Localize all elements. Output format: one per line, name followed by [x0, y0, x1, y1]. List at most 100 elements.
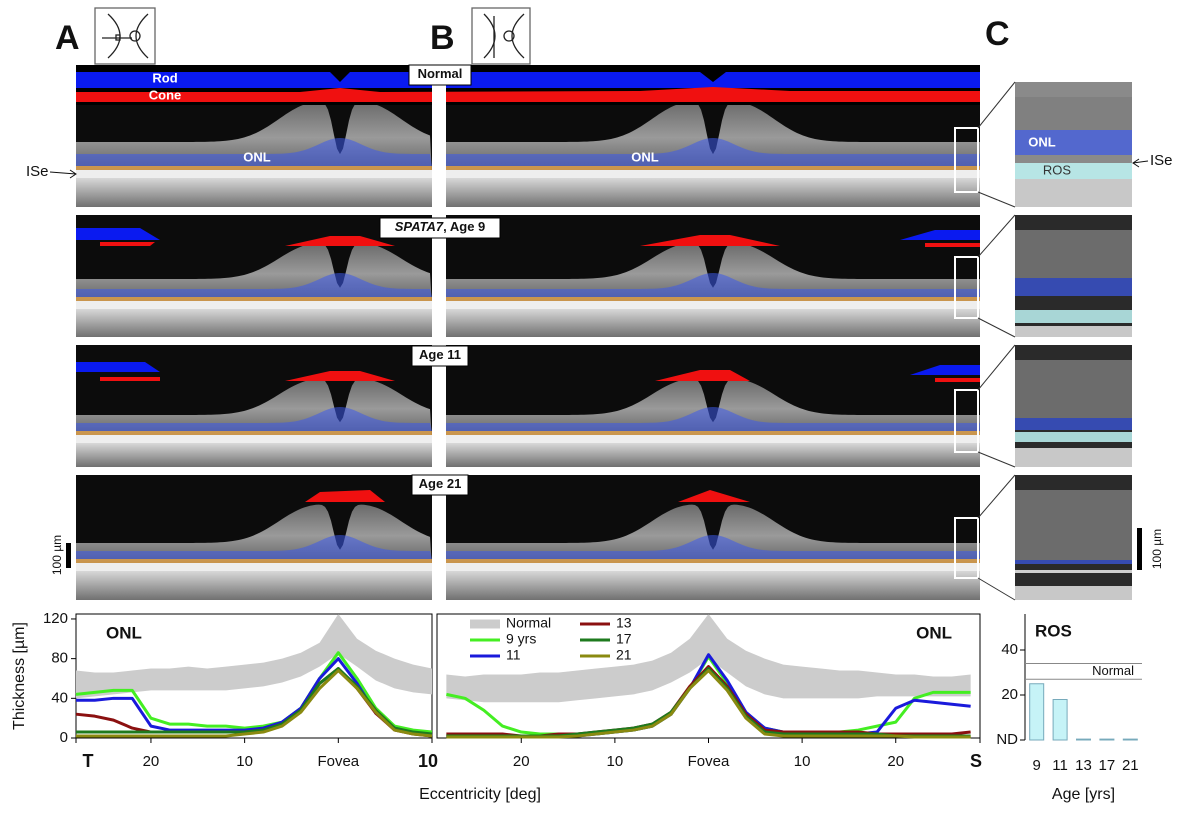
zoom-box	[954, 127, 979, 193]
onl-band	[76, 138, 432, 166]
arrow	[49, 169, 77, 179]
rpe-band	[446, 170, 980, 178]
choroid	[76, 443, 432, 467]
x-tick-label: 10	[607, 753, 624, 770]
photoreceptor-profile	[285, 236, 395, 246]
scale-label: 100 µm	[50, 535, 64, 575]
chart-title: ONL	[106, 623, 142, 642]
x-tick-label: 13	[1075, 757, 1092, 774]
normal-label: Normal	[1092, 663, 1134, 678]
legend-label: 11	[506, 647, 521, 663]
choroid	[446, 443, 980, 467]
bar	[1029, 683, 1045, 741]
x-tick-label: Fovea	[317, 753, 359, 770]
row-label-text: Age 11	[419, 347, 461, 362]
scale-bar	[66, 543, 71, 568]
x-tick-label: Fovea	[688, 753, 730, 770]
zoom-line	[977, 81, 1016, 129]
x-tick-label: T	[83, 751, 94, 771]
inset-ros	[1015, 570, 1132, 573]
inset-onl	[1015, 418, 1132, 430]
x-tick-label: 10	[236, 753, 253, 770]
x-tick-label: 20	[513, 753, 530, 770]
photoreceptor-profile	[925, 243, 980, 247]
inset-ros	[1015, 310, 1132, 323]
row-label-text: Age 21	[419, 476, 462, 491]
rod-label: Rod	[152, 70, 177, 85]
rpe-band	[446, 563, 980, 571]
choroid	[446, 571, 980, 600]
row-label-box	[408, 64, 472, 86]
x-tick-label: 20	[143, 753, 160, 770]
x-axis-label: Eccentricity [deg]	[419, 786, 541, 803]
x-tick-label: 11	[1052, 757, 1068, 774]
y-tick-label: 120	[43, 610, 68, 627]
scale-bar	[1137, 528, 1142, 570]
charts: T 20 10 Fovea 10 0 40 80 120 ONL Thickness [µm] Ecc…	[11, 610, 1142, 803]
legend-label: 17	[616, 631, 632, 647]
y-tick-label: 80	[51, 650, 68, 667]
zoom-line	[977, 474, 1016, 519]
choroid	[76, 571, 432, 600]
row-label-text: , Age 9	[443, 219, 485, 234]
zoom-box	[954, 389, 979, 453]
choroid	[446, 178, 980, 207]
photoreceptor-profile	[285, 371, 395, 381]
zoom-line	[977, 214, 1016, 258]
onl-label: ONL	[1028, 134, 1056, 149]
x-tick-label: S	[970, 751, 982, 771]
y-tick-label: ND	[996, 731, 1018, 748]
series-line	[76, 669, 433, 738]
onl-band	[446, 407, 980, 431]
series-line	[75, 651, 433, 734]
legend-label: 21	[616, 647, 632, 663]
legend-label: 9 yrs	[506, 631, 536, 647]
rpe-band	[76, 301, 432, 309]
row-label: Normal	[418, 66, 463, 81]
onl-band	[446, 535, 980, 559]
onl-band	[76, 407, 432, 431]
inset-inner	[1015, 97, 1132, 130]
photoreceptor-profile	[305, 490, 385, 502]
legend-label: 13	[616, 615, 632, 631]
photoreceptor-profile	[910, 365, 980, 375]
inset-choroid	[1015, 326, 1132, 337]
x-tick-label: 10	[794, 753, 811, 770]
zoom-line	[977, 451, 1016, 468]
ise-band	[446, 559, 980, 563]
row-label-box	[379, 217, 501, 239]
row-label: Age 11	[419, 347, 461, 362]
chart-title: ONL	[916, 623, 952, 642]
onl-label: ONL	[243, 149, 271, 164]
photoreceptor-profile	[76, 362, 160, 372]
ise-band	[76, 297, 432, 301]
ise-label: ISe	[1150, 152, 1173, 169]
row-label-box	[411, 474, 469, 496]
zoom-line	[977, 344, 1016, 391]
inset-inner	[1015, 230, 1132, 278]
inset-onl	[1015, 278, 1132, 296]
y-tick-label: 40	[51, 689, 68, 706]
inset-ros	[1015, 163, 1132, 179]
ise-label: ISe	[26, 163, 49, 180]
series-line	[446, 669, 971, 739]
inset-choroid	[1015, 586, 1132, 600]
y-tick-label: 20	[1001, 686, 1018, 703]
y-tick-label: 0	[60, 729, 68, 746]
bar	[1099, 738, 1115, 741]
x-tick-label: 21	[1122, 757, 1139, 774]
rpe-band	[446, 435, 980, 443]
ise-band	[76, 166, 432, 170]
panel-label: B	[430, 19, 455, 57]
onl-band	[446, 138, 980, 166]
zoom-line	[977, 577, 1016, 601]
rpe-band	[446, 301, 980, 309]
inset-choroid	[1015, 448, 1132, 467]
row-label: SPATA7, Age 9	[395, 219, 486, 234]
onl-band	[76, 535, 432, 559]
photoreceptor-profile	[100, 242, 155, 246]
chart-title: ROS	[1035, 621, 1072, 640]
row-label: Age 21	[419, 476, 462, 491]
onl-band	[76, 273, 432, 297]
